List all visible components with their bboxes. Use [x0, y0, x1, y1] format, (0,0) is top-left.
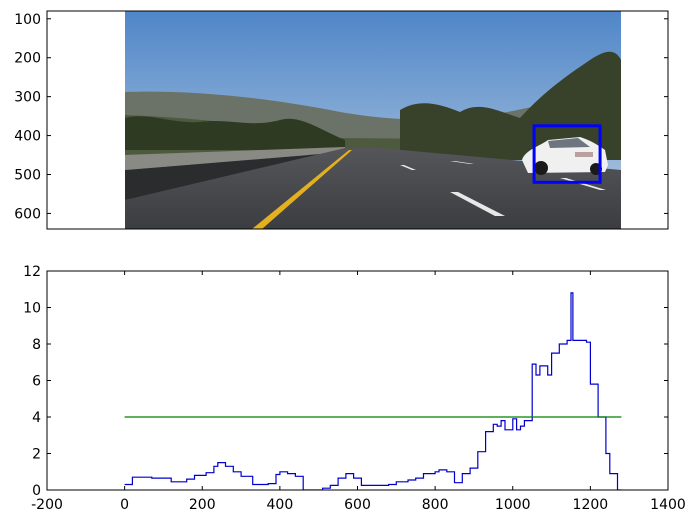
x-tick-label: 0 — [120, 497, 129, 513]
image-y-tick-label: 200 — [14, 51, 41, 67]
x-tick-label: 600 — [344, 497, 371, 513]
y-tick-label: 8 — [32, 337, 41, 353]
heat-series-line — [124, 292, 622, 490]
y-tick-label: 10 — [23, 301, 41, 317]
x-tick-label: 400 — [267, 497, 294, 513]
road-photo — [125, 11, 621, 229]
y-tick-label: 0 — [32, 483, 41, 499]
image-y-tick-label: 300 — [14, 90, 41, 106]
image-axes-frame — [46, 10, 669, 230]
y-tick-label: 6 — [32, 374, 41, 390]
y-tick-label: 4 — [32, 410, 41, 426]
x-tick-label: 1200 — [573, 497, 609, 513]
image-y-tick-label: 400 — [14, 129, 41, 145]
line-y-ticks: 0 2 4 6 8 10 12 — [23, 264, 668, 499]
line-x-ticks: -200 0 200 400 600 800 1000 1200 1400 — [31, 271, 686, 513]
x-tick-label: 1400 — [650, 497, 686, 513]
x-tick-label: 200 — [189, 497, 216, 513]
image-y-tick-label: 600 — [14, 206, 41, 222]
y-tick-label: 12 — [23, 264, 41, 280]
y-tick-label: 2 — [32, 447, 41, 463]
line-axes-frame — [46, 270, 669, 491]
image-y-tick-label: 500 — [14, 168, 41, 184]
x-tick-label: 800 — [422, 497, 449, 513]
x-tick-label: -200 — [31, 497, 63, 513]
image-y-ticks: 100 200 300 400 500 600 — [14, 12, 668, 222]
image-panel: 100 200 300 400 500 600 — [14, 10, 669, 230]
white-car — [522, 137, 608, 175]
x-tick-label: 1000 — [495, 497, 531, 513]
image-y-tick-label: 100 — [14, 12, 41, 28]
detection-box — [532, 124, 602, 184]
